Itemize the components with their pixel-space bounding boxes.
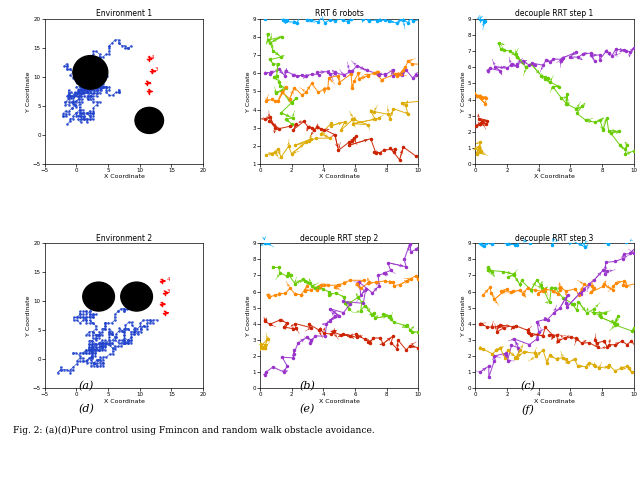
Y-axis label: Y Coordinate: Y Coordinate [461, 296, 467, 336]
Text: (c): (c) [520, 380, 536, 391]
Text: 4: 4 [151, 55, 155, 59]
Text: (a): (a) [79, 380, 94, 391]
Ellipse shape [121, 282, 152, 311]
Text: 3: 3 [154, 67, 158, 72]
Y-axis label: Y Coordinate: Y Coordinate [461, 71, 467, 112]
Title: decouple RRT step 3: decouple RRT step 3 [515, 234, 594, 242]
X-axis label: X Coordinate: X Coordinate [534, 399, 575, 403]
Y-axis label: Y Coordinate: Y Coordinate [246, 296, 251, 336]
Text: (b): (b) [300, 380, 315, 391]
Ellipse shape [135, 107, 163, 134]
Y-axis label: Y Coordinate: Y Coordinate [26, 296, 31, 336]
Title: decouple RRT step 2: decouple RRT step 2 [300, 234, 378, 242]
Text: 3: 3 [166, 288, 170, 294]
X-axis label: X Coordinate: X Coordinate [104, 399, 145, 403]
Text: (f): (f) [522, 404, 534, 415]
Text: (e): (e) [300, 404, 315, 415]
Ellipse shape [73, 56, 108, 89]
Text: (d): (d) [79, 404, 94, 415]
X-axis label: X Coordinate: X Coordinate [319, 399, 360, 403]
Title: RRT 6 robots: RRT 6 robots [315, 10, 364, 18]
Ellipse shape [83, 282, 115, 311]
Text: Fig. 2: (a)(d)Pure control using Fmincon and random walk obstacle avoidance.: Fig. 2: (a)(d)Pure control using Fmincon… [13, 426, 374, 435]
Y-axis label: Y Coordinate: Y Coordinate [26, 71, 31, 112]
X-axis label: X Coordinate: X Coordinate [104, 174, 145, 179]
Text: 4: 4 [166, 277, 170, 282]
X-axis label: X Coordinate: X Coordinate [534, 174, 575, 179]
X-axis label: X Coordinate: X Coordinate [319, 174, 360, 179]
Title: Environment 2: Environment 2 [96, 234, 152, 242]
Title: Environment 1: Environment 1 [96, 10, 152, 18]
Y-axis label: Y Coordinate: Y Coordinate [246, 71, 251, 112]
Title: decouple RRT step 1: decouple RRT step 1 [515, 10, 593, 18]
